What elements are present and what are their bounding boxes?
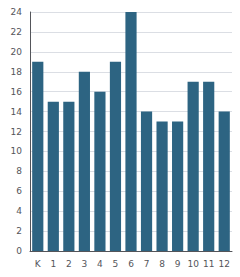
svg-text:K: K bbox=[35, 259, 42, 269]
svg-text:18: 18 bbox=[11, 67, 23, 77]
svg-text:16: 16 bbox=[11, 87, 23, 97]
svg-text:11: 11 bbox=[203, 259, 214, 269]
svg-text:1: 1 bbox=[50, 259, 56, 269]
svg-text:12: 12 bbox=[11, 127, 22, 137]
svg-text:4: 4 bbox=[97, 259, 103, 269]
svg-text:20: 20 bbox=[11, 47, 23, 57]
svg-text:5: 5 bbox=[113, 259, 119, 269]
svg-text:12: 12 bbox=[219, 259, 230, 269]
svg-text:2: 2 bbox=[16, 226, 22, 236]
svg-text:24: 24 bbox=[11, 7, 23, 17]
svg-text:2: 2 bbox=[66, 259, 72, 269]
svg-text:4: 4 bbox=[16, 206, 22, 216]
svg-text:10: 10 bbox=[187, 259, 199, 269]
svg-text:14: 14 bbox=[11, 107, 23, 117]
svg-text:22: 22 bbox=[11, 27, 22, 37]
svg-text:8: 8 bbox=[16, 166, 22, 176]
svg-text:3: 3 bbox=[82, 259, 88, 269]
svg-text:6: 6 bbox=[16, 186, 22, 196]
svg-text:0: 0 bbox=[16, 246, 22, 256]
svg-text:8: 8 bbox=[159, 259, 165, 269]
svg-text:7: 7 bbox=[144, 259, 150, 269]
svg-text:10: 10 bbox=[11, 146, 23, 156]
svg-text:6: 6 bbox=[128, 259, 134, 269]
svg-text:9: 9 bbox=[175, 259, 181, 269]
